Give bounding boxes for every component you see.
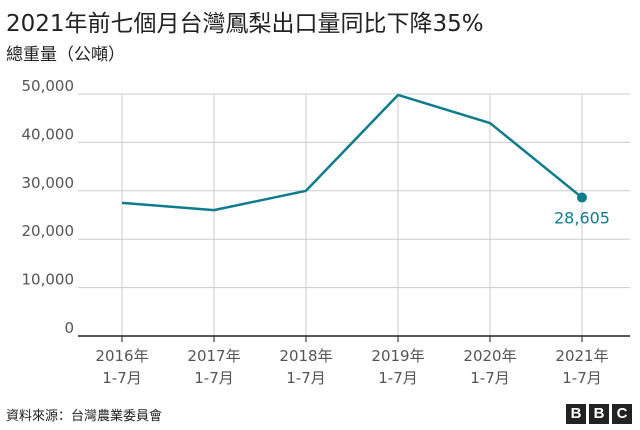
data-point [577,192,587,203]
x-tick-label: 2016年 [95,347,148,365]
x-tick-label: 1-7月 [286,369,326,387]
chart-title: 2021年前七個月台灣鳳梨出口量同比下降35% [6,11,484,37]
y-tick-label: 20,000 [22,222,75,240]
chart-subtitle: 總重量（公噸） [6,45,125,65]
y-tick-label: 30,000 [22,174,75,192]
x-tick-label: 2021年 [555,347,608,365]
x-tick-label: 1-7月 [470,369,510,387]
x-tick-label: 2020年 [463,347,516,365]
x-tick-label: 2018年 [279,347,332,365]
x-tick-label: 1-7月 [562,369,602,387]
y-tick-label: 0 [64,319,74,337]
bbc-logo: B B C [566,404,632,424]
data-label: 28,605 [554,209,610,228]
y-tick-label: 40,000 [22,125,75,143]
y-tick-label: 10,000 [22,271,75,289]
bbc-logo-letter-1: B [566,404,586,424]
x-tick-label: 2017年 [187,347,240,365]
source-note: 資料來源：台灣農業委員會 [6,409,163,424]
bbc-logo-letter-2: B [589,404,609,424]
series-line [121,93,583,212]
x-tick-label: 1-7月 [378,369,418,387]
x-tick-label: 2019年 [371,347,424,365]
x-tick-label: 1-7月 [102,369,142,387]
y-tick-label: 50,000 [22,77,75,95]
x-tick-label: 1-7月 [194,369,234,387]
line-chart: 0 10,000 20,000 30,000 40,000 50,000 2016年 1-7月… [22,77,630,387]
bbc-logo-letter-3: C [612,404,632,424]
